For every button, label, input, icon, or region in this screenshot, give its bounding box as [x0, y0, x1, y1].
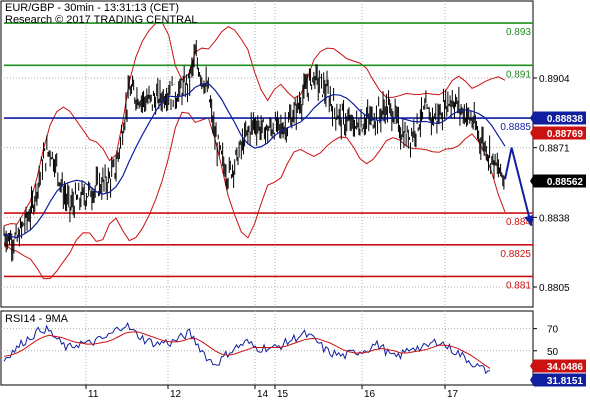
price-candles [3, 39, 505, 262]
last-price-badge-label: 0.88562 [547, 177, 584, 188]
price-tick-label: 0.8904 [539, 74, 570, 85]
upper-band-badge-shape [530, 111, 586, 125]
chart-title: EUR/GBP - 30min - 13:31:13 (CET) [5, 2, 179, 14]
pivot-label: 0.8885 [500, 122, 531, 133]
support-3-label: 0.881 [506, 280, 531, 291]
date-tick-label: 14 [257, 389, 269, 400]
level-lines: 0.893 0.891 0.8885 0.884 0.8825 0.881 [4, 22, 533, 291]
rsi-ma-badge: 34.0486 [530, 359, 586, 373]
support-2-label: 0.8825 [500, 249, 531, 260]
resistance-2-label: 0.893 [506, 27, 531, 38]
rsi-value-badge-label: 31.8151 [547, 376, 584, 387]
price-tick-label: 0.8871 [539, 144, 570, 155]
chart-subtitle: Research © 2017 TRADING CENTRAL [5, 14, 198, 26]
date-tick-label: 15 [277, 389, 289, 400]
rsi-title: RSI14 - 9MA [5, 313, 69, 325]
moving-average-line [3, 82, 506, 239]
grid-layer [1, 1, 533, 385]
rsi-line [3, 321, 491, 375]
projection-arrow-head [524, 214, 534, 226]
lower-band-badge: 0.88769 [530, 126, 586, 140]
resistance-1-label: 0.891 [506, 69, 531, 80]
upper-band-line [3, 21, 506, 227]
rsi-ma-badge-label: 34.0486 [547, 362, 584, 373]
last-price-badge: 0.88562 [530, 174, 586, 188]
date-tick-label: 11 [88, 389, 99, 400]
price-panel-frame [0, 0, 534, 308]
price-tick-label: 0.8805 [539, 283, 570, 294]
rsi-indicator: 70 50 34.0486 31.8151 [1, 321, 586, 387]
price-tick-label: 0.8838 [539, 213, 570, 224]
date-tick-label: 17 [447, 389, 459, 400]
last-price-badge-shape [530, 174, 586, 188]
upper-band-badge-label: 0.88838 [547, 114, 584, 125]
rsi-tick-label: 70 [547, 325, 559, 336]
price-axis: 0.8904 0.8871 0.8838 0.8805 [533, 74, 570, 294]
upper-band-badge: 0.88838 [530, 111, 586, 125]
moving-average [3, 82, 506, 239]
lower-band-badge-label: 0.88769 [547, 129, 584, 140]
lower-band-badge-shape [530, 126, 586, 140]
projection-arrow-path [504, 147, 533, 227]
date-tick-label: 12 [170, 389, 182, 400]
rsi-value-badge-shape [530, 373, 586, 387]
price-badges: 0.88838 0.88769 0.88562 [530, 111, 586, 188]
rsi-tick-label: 50 [547, 347, 559, 358]
bollinger-bands [3, 21, 506, 280]
rsi-ma-line [3, 331, 491, 369]
date-axis: 11 12 14 15 16 17 [85, 385, 459, 400]
rsi-value-badge: 31.8151 [530, 373, 586, 387]
projection-arrow [504, 147, 534, 227]
support-1-label: 0.884 [506, 217, 531, 228]
lower-band-line [3, 111, 506, 280]
date-tick-label: 16 [364, 389, 376, 400]
rsi-ma-badge-shape [530, 359, 586, 373]
